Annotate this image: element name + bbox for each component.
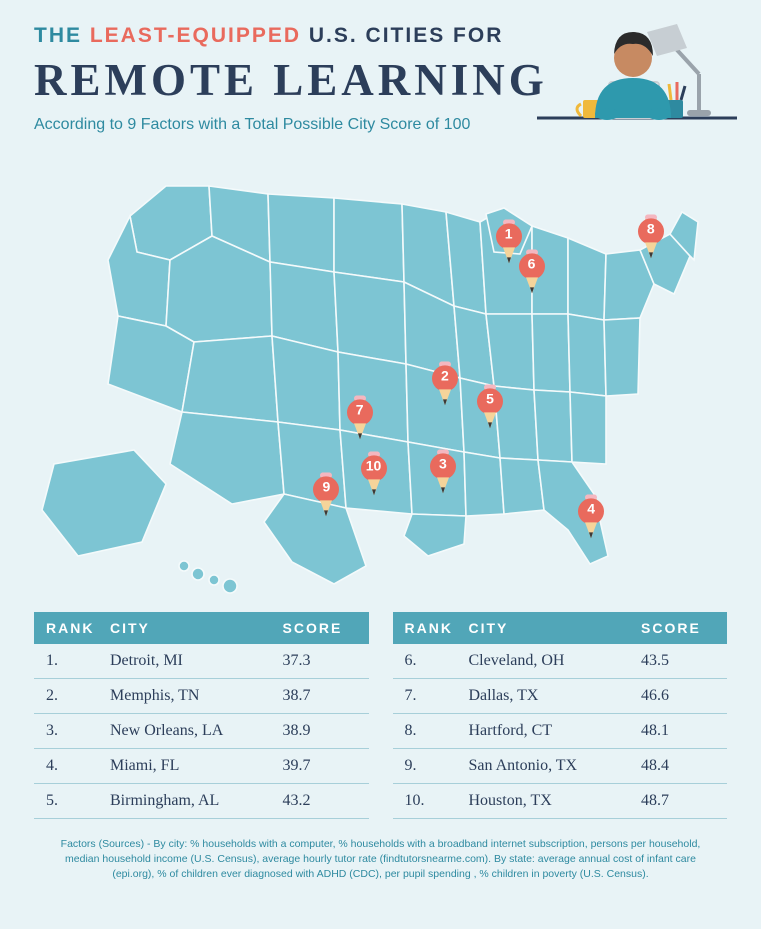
map-pin-4: 4 (576, 494, 606, 538)
cell-city: Memphis, TN (110, 687, 283, 705)
cell-rank: 6. (405, 652, 469, 670)
table-row: 6.Cleveland, OH43.5 (393, 644, 728, 679)
table-row: 4.Miami, FL39.7 (34, 749, 369, 784)
map-pin-number: 2 (430, 367, 460, 383)
header-the: THE (34, 24, 90, 47)
map-pin-number: 3 (428, 455, 458, 471)
footer-sources: Factors (Sources) - By city: % household… (34, 837, 727, 883)
map-pin-6: 6 (517, 249, 547, 293)
map-pin-8: 8 (636, 215, 666, 259)
table-row: 2.Memphis, TN38.7 (34, 679, 369, 714)
cell-city: Houston, TX (469, 792, 642, 810)
header-rest: U.S. CITIES FOR (309, 24, 504, 47)
map-pin-5: 5 (475, 385, 505, 429)
cell-city: Dallas, TX (469, 687, 642, 705)
cell-rank: 1. (46, 652, 110, 670)
cell-score: 48.4 (641, 757, 715, 775)
cell-rank: 5. (46, 792, 110, 810)
map-pin-number: 9 (311, 479, 341, 495)
cell-score: 39.7 (283, 757, 357, 775)
us-map: 1 2 3 4 5 6 7 (34, 164, 727, 594)
cell-rank: 8. (405, 722, 469, 740)
map-pin-9: 9 (311, 473, 341, 517)
cell-score: 46.6 (641, 687, 715, 705)
ranking-tables: RANK CITY SCORE 1.Detroit, MI37.32.Memph… (34, 612, 727, 819)
cell-score: 48.1 (641, 722, 715, 740)
cell-city: Cleveland, OH (469, 652, 642, 670)
us-map-svg (34, 164, 727, 594)
cell-score: 48.7 (641, 792, 715, 810)
table-row: 9.San Antonio, TX48.4 (393, 749, 728, 784)
person-at-desk-illustration (537, 14, 737, 154)
col-header-rank: RANK (46, 620, 110, 636)
table-row: 10.Houston, TX48.7 (393, 784, 728, 819)
col-header-city: CITY (469, 620, 642, 636)
table-header-row: RANK CITY SCORE (34, 612, 369, 644)
cell-score: 37.3 (283, 652, 357, 670)
cell-rank: 7. (405, 687, 469, 705)
cell-score: 43.2 (283, 792, 357, 810)
cell-city: Hartford, CT (469, 722, 642, 740)
cell-score: 38.9 (283, 722, 357, 740)
map-pin-2: 2 (430, 361, 460, 405)
col-header-score: SCORE (641, 620, 715, 636)
cell-rank: 4. (46, 757, 110, 775)
header-least: LEAST-EQUIPPED (90, 24, 309, 47)
cell-rank: 10. (405, 792, 469, 810)
map-pin-number: 5 (475, 391, 505, 407)
table-header-row: RANK CITY SCORE (393, 612, 728, 644)
cell-city: Miami, FL (110, 757, 283, 775)
map-pin-number: 4 (576, 500, 606, 516)
cell-rank: 2. (46, 687, 110, 705)
map-pin-3: 3 (428, 449, 458, 493)
map-pin-10: 10 (359, 451, 389, 495)
table-row: 5.Birmingham, AL43.2 (34, 784, 369, 819)
cell-city: San Antonio, TX (469, 757, 642, 775)
table-row: 7.Dallas, TX46.6 (393, 679, 728, 714)
table-row: 8.Hartford, CT48.1 (393, 714, 728, 749)
table-row: 1.Detroit, MI37.3 (34, 644, 369, 679)
ranking-table-right: RANK CITY SCORE 6.Cleveland, OH43.57.Dal… (393, 612, 728, 819)
col-header-score: SCORE (283, 620, 357, 636)
infographic-container: THE LEAST-EQUIPPED U.S. CITIES FOR REMOT… (0, 0, 761, 929)
cell-city: New Orleans, LA (110, 722, 283, 740)
col-header-city: CITY (110, 620, 283, 636)
cell-rank: 3. (46, 722, 110, 740)
cell-score: 43.5 (641, 652, 715, 670)
map-pin-number: 8 (636, 221, 666, 237)
table-row: 3.New Orleans, LA38.9 (34, 714, 369, 749)
cell-city: Birmingham, AL (110, 792, 283, 810)
map-pin-number: 10 (359, 457, 389, 473)
map-pin-number: 1 (494, 225, 524, 241)
map-pin-number: 6 (517, 255, 547, 271)
cell-rank: 9. (405, 757, 469, 775)
ranking-table-left: RANK CITY SCORE 1.Detroit, MI37.32.Memph… (34, 612, 369, 819)
map-pin-7: 7 (345, 395, 375, 439)
col-header-rank: RANK (405, 620, 469, 636)
cell-score: 38.7 (283, 687, 357, 705)
map-pin-number: 7 (345, 401, 375, 417)
cell-city: Detroit, MI (110, 652, 283, 670)
